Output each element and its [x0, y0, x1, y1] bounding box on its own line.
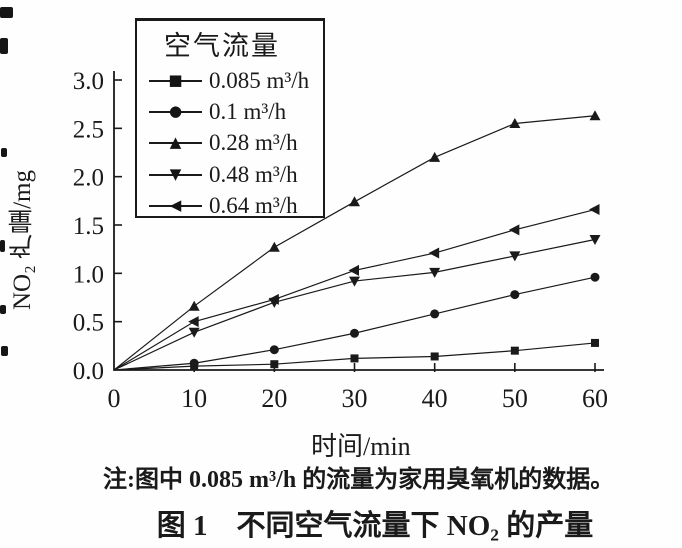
legend-item-01: ● 0.1 m³/h — [137, 96, 323, 127]
legend-line: ■ — [149, 72, 202, 90]
triangle-left-marker-icon: ◀ — [169, 196, 182, 215]
svg-text:0: 0 — [108, 384, 121, 413]
svg-text:20: 20 — [261, 384, 287, 413]
scan-artifact — [0, 38, 8, 54]
svg-text:1.5: 1.5 — [73, 213, 104, 240]
scan-artifact — [0, 7, 13, 18]
legend-label: 0.085 m³/h — [209, 67, 310, 93]
svg-text:0.5: 0.5 — [73, 310, 104, 337]
legend: 空气流量 ■ 0.085 m³/h ● 0.1 m³/h ▲ 0.28 m³/h… — [135, 18, 325, 218]
legend-line: ▼ — [149, 166, 202, 184]
svg-text:10: 10 — [181, 384, 207, 413]
scan-artifact — [1, 148, 7, 157]
figure-note: 注:图中 0.085 m³/h 的流量为家用臭氧机的数据。 — [103, 467, 615, 493]
legend-item-048: ▼ 0.48 m³/h — [137, 159, 323, 190]
square-marker-icon: ■ — [168, 70, 183, 89]
scan-artifact — [0, 240, 5, 252]
legend-item-064: ◀ 0.64 m³/h — [137, 191, 323, 222]
triangle-up-marker-icon: ▲ — [169, 133, 182, 152]
scan-artifact — [0, 305, 6, 314]
legend-line: ◀ — [149, 197, 202, 215]
x-axis-title: 时间/min — [311, 432, 411, 461]
svg-text:40: 40 — [422, 384, 448, 413]
svg-text:60: 60 — [582, 384, 608, 413]
svg-text:0.0: 0.0 — [73, 358, 104, 385]
legend-line: ● — [149, 103, 202, 121]
circle-marker-icon: ● — [168, 101, 183, 120]
legend-label: 0.48 m³/h — [209, 161, 298, 187]
legend-item-0085: ■ 0.085 m³/h — [137, 65, 323, 96]
scan-artifact — [1, 346, 8, 356]
legend-item-028: ▲ 0.28 m³/h — [137, 128, 323, 159]
svg-text:2.5: 2.5 — [73, 116, 104, 143]
svg-text:1.0: 1.0 — [73, 261, 104, 288]
triangle-down-marker-icon: ▼ — [169, 164, 182, 183]
legend-label: 0.1 m³/h — [209, 99, 287, 125]
legend-label: 0.28 m³/h — [209, 130, 298, 156]
svg-text:3.0: 3.0 — [73, 68, 104, 95]
y-axis-title: NO₂ 产量/mg — [9, 170, 36, 310]
legend-label: 0.64 m³/h — [209, 193, 298, 219]
legend-title: 空气流量 — [164, 31, 280, 61]
figure-caption: 图 1 不同空气流量下 NO₂ 的产量 — [156, 510, 594, 542]
svg-text:2.0: 2.0 — [73, 165, 104, 192]
svg-text:50: 50 — [502, 384, 528, 413]
svg-text:30: 30 — [342, 384, 368, 413]
legend-line: ▲ — [149, 134, 202, 152]
